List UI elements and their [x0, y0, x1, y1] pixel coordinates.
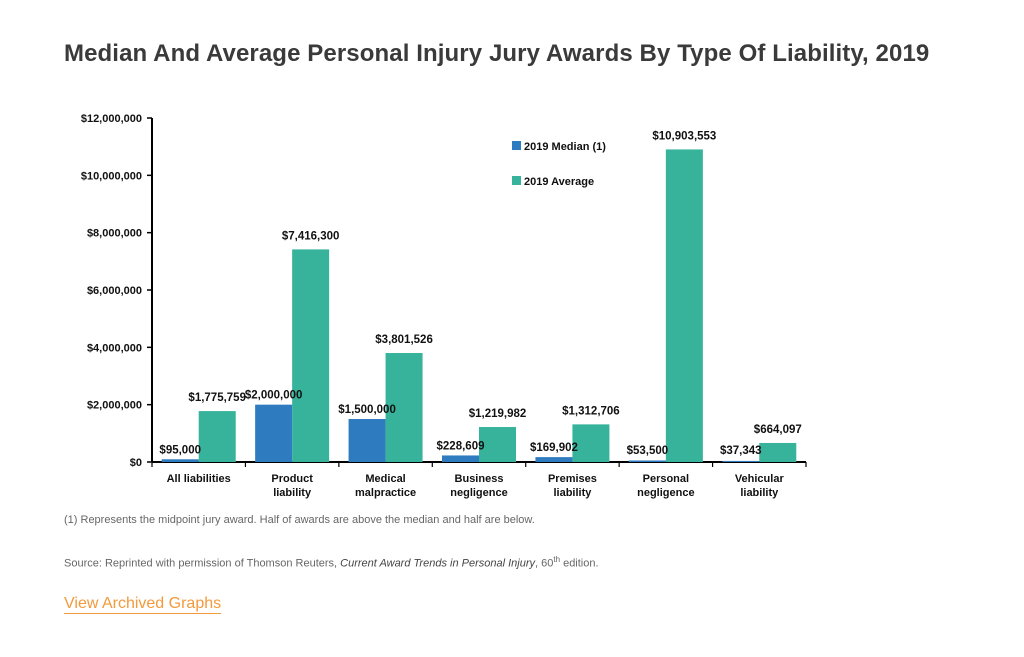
category-label: Product: [271, 473, 313, 485]
source-title: Current Award Trends in Personal Injury: [340, 557, 535, 570]
median-data-label: $95,000: [159, 444, 201, 456]
y-tick-label: $10,000,000: [81, 170, 142, 182]
average-data-label: $10,903,553: [652, 130, 716, 142]
category-label: Vehicular: [735, 473, 785, 485]
y-tick-label: $4,000,000: [87, 342, 142, 354]
average-data-label: $1,775,759: [188, 392, 246, 404]
category-label: liability: [740, 487, 779, 499]
category-label: Premises: [548, 473, 597, 485]
legend-swatch-average: [512, 176, 521, 185]
legend-label-average: 2019 Average: [524, 176, 594, 188]
legend-swatch-median: [512, 141, 521, 150]
category-label: liability: [273, 487, 312, 499]
average-data-label: $7,416,300: [282, 230, 340, 242]
average-bar: [759, 442, 797, 462]
source-suffix: edition.: [560, 557, 599, 570]
average-data-label: $1,312,706: [562, 405, 620, 417]
category-label: negligence: [637, 487, 694, 499]
average-data-label: $664,097: [754, 424, 802, 436]
average-bar: [665, 149, 703, 462]
category-label: malpractice: [355, 487, 416, 499]
median-bar: [442, 455, 479, 462]
average-bar: [479, 427, 516, 462]
median-bar: [161, 459, 199, 462]
median-bar: [535, 457, 573, 462]
average-bar: [198, 411, 236, 462]
median-bar: [255, 404, 293, 462]
source-prefix: Source: Reprinted with permission of Tho…: [64, 557, 341, 570]
y-tick-label: $0: [130, 457, 142, 469]
category-label: negligence: [450, 487, 507, 499]
category-label: Personal: [643, 473, 689, 485]
average-bar: [385, 353, 423, 462]
median-data-label: $53,500: [627, 445, 669, 457]
source-note: Source: Reprinted with permission of Tho…: [64, 555, 599, 570]
source-edition-suffix: th: [553, 555, 561, 564]
median-data-label: $169,902: [530, 442, 578, 454]
source-edition: , 60: [534, 557, 554, 570]
median-bar: [722, 460, 760, 462]
average-data-label: $3,801,526: [375, 334, 433, 346]
y-tick-label: $2,000,000: [87, 400, 142, 412]
legend-label-median: 2019 Median (1): [524, 141, 606, 153]
average-bar: [292, 249, 330, 462]
category-label: All liabilities: [167, 473, 231, 485]
average-bar: [572, 424, 610, 462]
y-tick-label: $12,000,000: [81, 113, 142, 125]
median-data-label: $37,343: [720, 445, 762, 457]
category-label: Medical: [365, 473, 405, 485]
view-archived-graphs-link[interactable]: View Archived Graphs: [64, 595, 222, 614]
y-tick-label: $6,000,000: [87, 285, 142, 297]
page-title: Median And Average Personal Injury Jury …: [64, 40, 930, 67]
category-label: Business: [455, 473, 504, 485]
median-bar: [348, 419, 386, 462]
category-label: liability: [553, 487, 592, 499]
footnote: (1) Represents the midpoint jury award. …: [64, 514, 535, 526]
bar-chart: $0 $2,000,000 $4,000,000 $6,000,000 $8,000,0…: [81, 113, 807, 499]
median-bar: [628, 460, 666, 462]
median-data-label: $2,000,000: [245, 390, 303, 402]
average-data-label: $1,219,982: [469, 408, 527, 420]
median-data-label: $228,609: [437, 440, 485, 452]
median-data-label: $1,500,000: [338, 404, 396, 416]
y-tick-label: $8,000,000: [87, 228, 142, 240]
